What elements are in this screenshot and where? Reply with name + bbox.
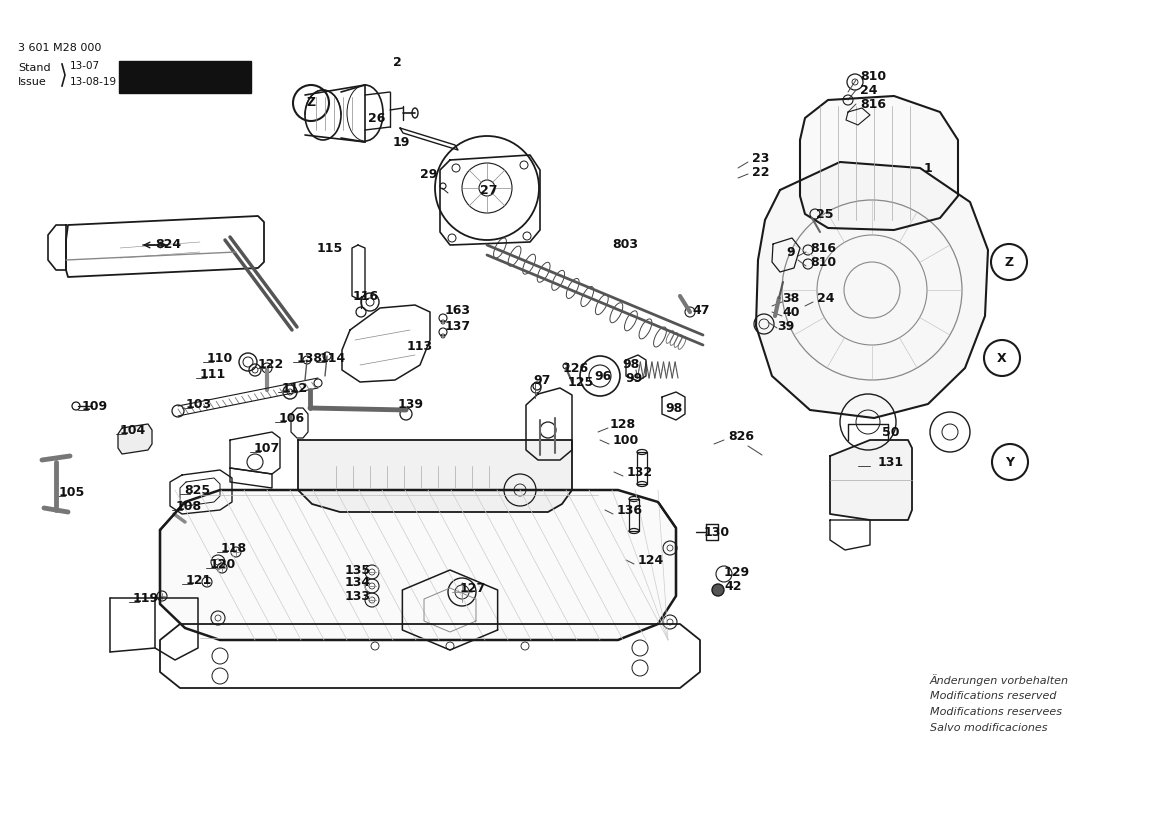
Polygon shape [160, 490, 676, 640]
Text: 139: 139 [397, 397, 424, 411]
Text: 9: 9 [786, 245, 795, 259]
Text: 105: 105 [58, 486, 85, 499]
Text: 25: 25 [816, 207, 833, 221]
Text: 98: 98 [622, 358, 639, 371]
Text: 816: 816 [860, 97, 886, 111]
Polygon shape [800, 96, 959, 230]
Polygon shape [830, 440, 912, 520]
Text: Modifications reserved: Modifications reserved [931, 691, 1057, 701]
Text: 130: 130 [704, 525, 731, 539]
Text: 24: 24 [860, 83, 878, 97]
FancyBboxPatch shape [119, 61, 251, 93]
Text: 42: 42 [724, 580, 741, 592]
Text: 121: 121 [186, 573, 213, 586]
Text: 98: 98 [665, 401, 683, 415]
Text: 13-07: 13-07 [70, 61, 101, 71]
Text: 106: 106 [279, 411, 305, 425]
Text: 114: 114 [320, 352, 346, 364]
Text: 26: 26 [368, 112, 386, 125]
Text: 3 601 M28 000: 3 601 M28 000 [18, 43, 102, 53]
Text: 810: 810 [860, 69, 886, 83]
Text: 133: 133 [345, 590, 371, 602]
Text: 50: 50 [881, 425, 899, 439]
Text: X: X [997, 352, 1007, 364]
Text: 99: 99 [625, 372, 642, 384]
Text: 826: 826 [728, 430, 754, 443]
Polygon shape [756, 162, 988, 418]
Text: Salvo modificaciones: Salvo modificaciones [931, 723, 1047, 733]
Text: 810: 810 [810, 255, 836, 268]
Text: 119: 119 [133, 591, 159, 605]
Text: 23: 23 [752, 151, 769, 164]
Text: 108: 108 [177, 500, 202, 512]
Text: 111: 111 [200, 368, 227, 381]
Text: Modifications reservees: Modifications reservees [931, 707, 1061, 717]
Text: Änderungen vorbehalten: Änderungen vorbehalten [931, 674, 1068, 686]
Text: 136: 136 [617, 504, 643, 516]
Text: 127: 127 [459, 582, 486, 595]
Text: Stand: Stand [18, 63, 50, 73]
Polygon shape [118, 424, 152, 454]
Text: Fig. /Abb. 1: Fig. /Abb. 1 [140, 70, 230, 84]
Text: 803: 803 [613, 238, 638, 250]
Text: 116: 116 [353, 289, 379, 302]
Text: 115: 115 [317, 241, 344, 254]
Text: 128: 128 [610, 417, 636, 430]
Text: 126: 126 [563, 362, 589, 374]
Text: 131: 131 [878, 455, 904, 468]
Text: 816: 816 [810, 241, 836, 254]
Text: 118: 118 [221, 542, 247, 554]
Text: 122: 122 [258, 358, 284, 371]
Text: 109: 109 [82, 400, 108, 412]
Text: Y: Y [1005, 455, 1015, 468]
Text: 40: 40 [782, 306, 800, 319]
Text: Z: Z [306, 97, 316, 110]
Text: 100: 100 [613, 434, 639, 447]
Text: 103: 103 [186, 397, 212, 411]
Polygon shape [298, 440, 572, 512]
Text: 138: 138 [297, 352, 323, 364]
Text: Z: Z [1004, 255, 1014, 268]
Text: 24: 24 [817, 292, 835, 305]
Text: 1: 1 [924, 162, 933, 174]
Text: 96: 96 [594, 369, 611, 382]
Text: 27: 27 [480, 184, 498, 197]
Text: Issue: Issue [18, 77, 47, 87]
Text: 124: 124 [638, 553, 664, 567]
Text: 29: 29 [420, 169, 437, 182]
Circle shape [712, 584, 724, 596]
Text: 22: 22 [752, 165, 769, 178]
Text: 825: 825 [184, 483, 210, 496]
Text: 824: 824 [155, 238, 181, 250]
Text: 110: 110 [207, 352, 234, 364]
Text: 129: 129 [724, 566, 750, 578]
Text: 134: 134 [345, 576, 371, 588]
Text: 132: 132 [627, 466, 653, 478]
Text: 104: 104 [120, 424, 146, 436]
Text: 120: 120 [210, 558, 236, 571]
Text: 2: 2 [393, 55, 402, 69]
Text: 107: 107 [254, 442, 281, 454]
Text: 97: 97 [533, 373, 551, 387]
Text: 19: 19 [393, 136, 410, 150]
Text: 39: 39 [777, 320, 794, 333]
Text: 13-08-19: 13-08-19 [70, 77, 117, 87]
Text: 163: 163 [445, 303, 471, 316]
Text: 112: 112 [282, 382, 309, 395]
Text: 47: 47 [692, 303, 710, 316]
Text: 113: 113 [407, 339, 434, 353]
Text: 135: 135 [345, 563, 371, 577]
Text: 38: 38 [782, 292, 800, 305]
Text: 137: 137 [445, 320, 471, 333]
Text: 125: 125 [568, 376, 594, 388]
